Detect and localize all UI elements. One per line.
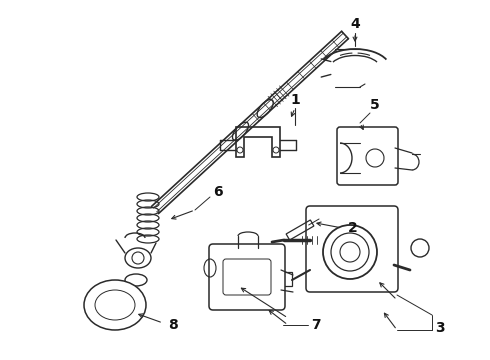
Text: 3: 3: [435, 321, 445, 335]
FancyBboxPatch shape: [209, 244, 285, 310]
Text: 4: 4: [350, 17, 360, 31]
Text: 5: 5: [370, 98, 380, 112]
FancyBboxPatch shape: [306, 206, 398, 292]
Text: 6: 6: [213, 185, 223, 199]
FancyBboxPatch shape: [337, 127, 398, 185]
Text: 1: 1: [290, 93, 300, 107]
Bar: [274, 272, 292, 286]
Text: 7: 7: [311, 318, 321, 332]
Text: 8: 8: [168, 318, 178, 332]
Text: 2: 2: [347, 221, 357, 235]
Ellipse shape: [84, 280, 146, 330]
